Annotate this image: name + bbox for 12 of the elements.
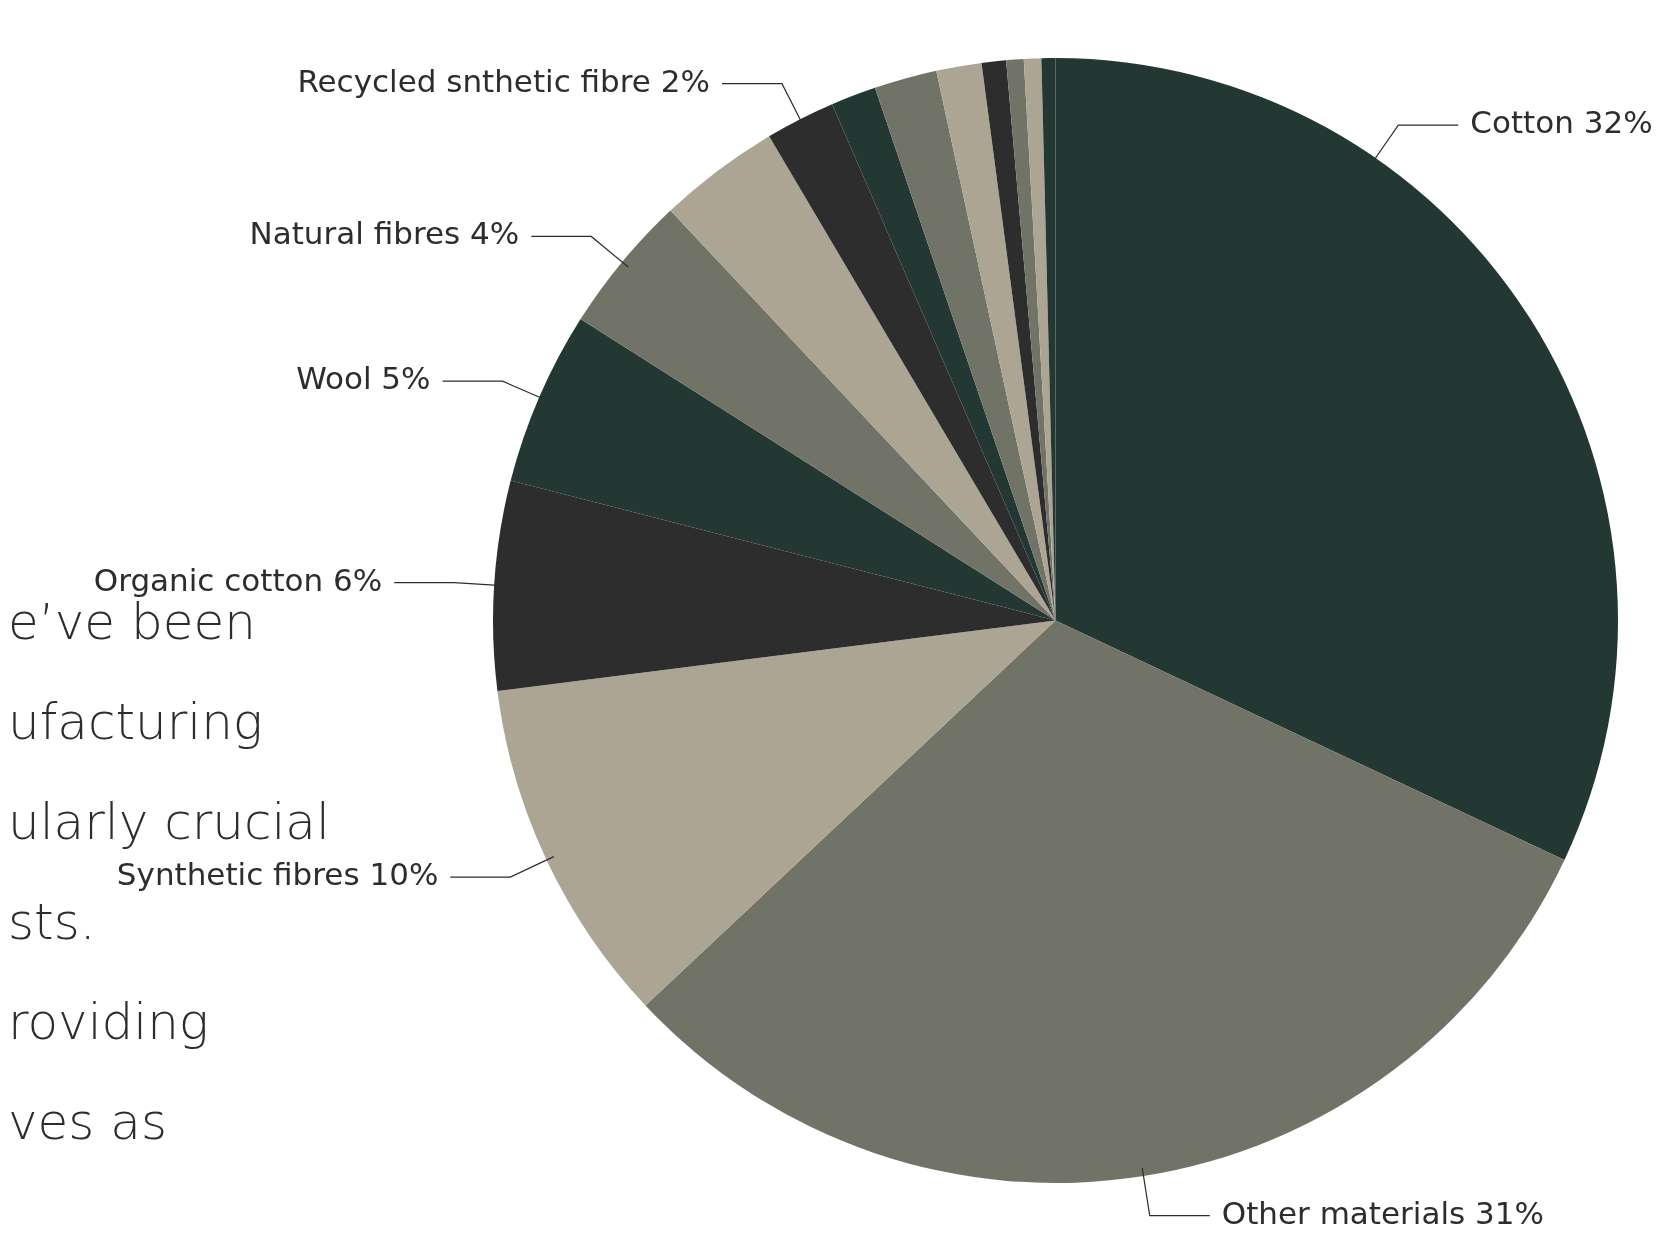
slice-label: Other materials 31%: [1221, 1194, 1544, 1231]
text: ves as: [8, 1093, 167, 1151]
slice-label: Natural fibres 4%: [249, 215, 520, 252]
slice-label: Synthetic fibres 10%: [116, 856, 439, 893]
text: sts.: [8, 893, 96, 951]
text: ularly crucial: [8, 793, 330, 851]
slice-label: Organic cotton 6%: [93, 561, 383, 598]
slice-label: Wool 5%: [296, 360, 431, 397]
text: ufacturing: [8, 693, 263, 751]
text: roviding: [8, 993, 209, 1051]
slice-label: Recycled snthetic fibre 2%: [297, 62, 710, 99]
slice-label: Cotton 32%: [1470, 104, 1653, 141]
